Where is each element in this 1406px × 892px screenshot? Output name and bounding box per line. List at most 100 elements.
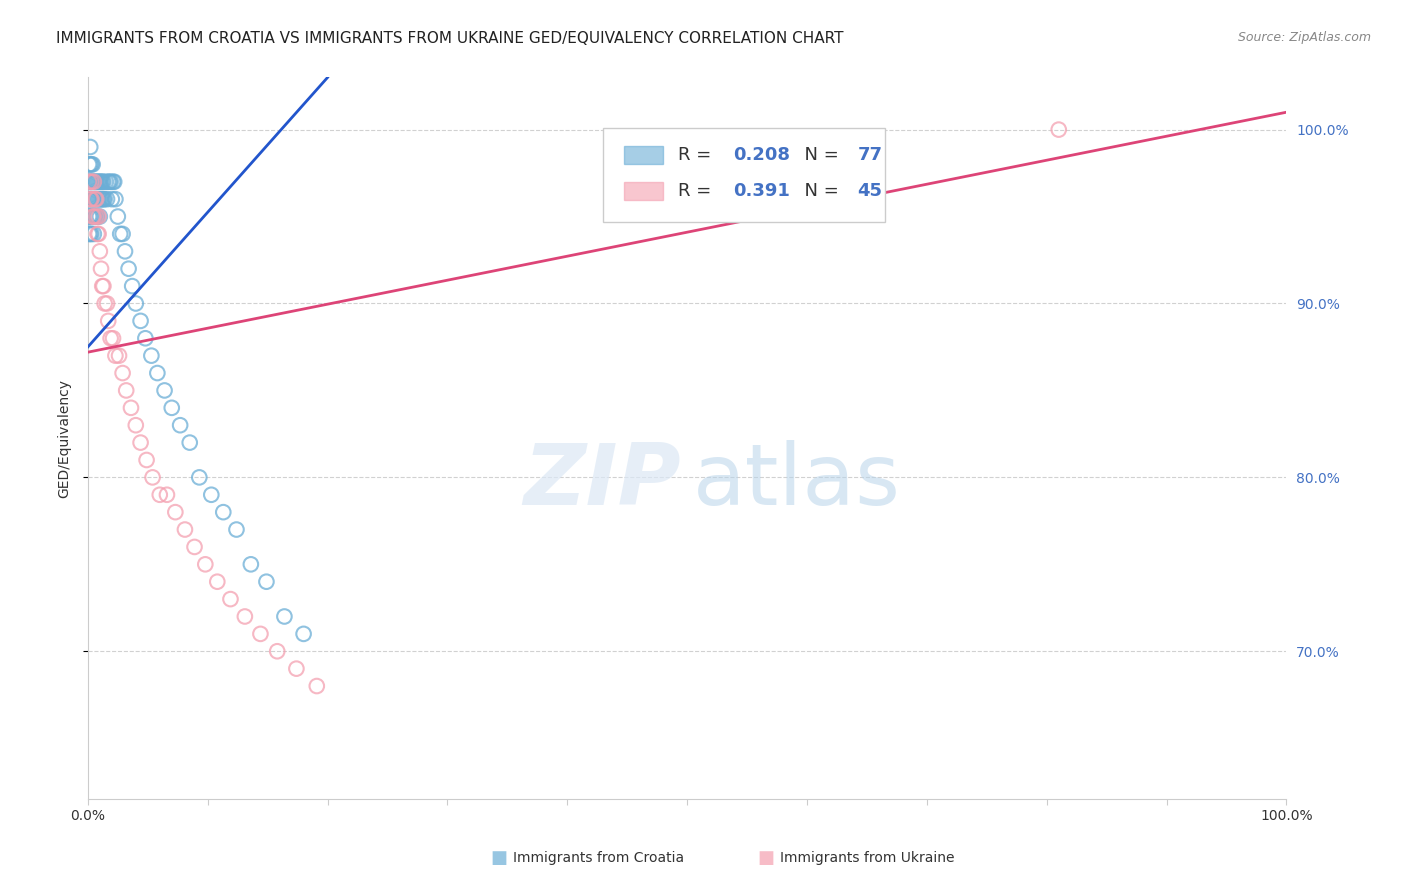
Text: Source: ZipAtlas.com: Source: ZipAtlas.com bbox=[1237, 31, 1371, 45]
Text: N =: N = bbox=[793, 146, 844, 164]
Text: 77: 77 bbox=[858, 146, 883, 164]
Point bbox=[93, 192, 115, 206]
Point bbox=[77, 192, 100, 206]
Point bbox=[165, 505, 187, 519]
Text: 0.391: 0.391 bbox=[733, 182, 790, 200]
Point bbox=[94, 175, 117, 189]
Point bbox=[149, 488, 172, 502]
Y-axis label: GED/Equivalency: GED/Equivalency bbox=[58, 379, 72, 498]
Point bbox=[91, 192, 114, 206]
Point bbox=[84, 210, 107, 224]
Point bbox=[79, 192, 101, 206]
Point bbox=[104, 192, 127, 206]
Point bbox=[188, 470, 211, 484]
Point bbox=[90, 175, 112, 189]
Point bbox=[79, 210, 101, 224]
Point bbox=[80, 210, 103, 224]
Point bbox=[292, 627, 315, 641]
Point bbox=[79, 175, 101, 189]
Point bbox=[77, 227, 100, 241]
Point bbox=[156, 488, 179, 502]
Point bbox=[82, 192, 104, 206]
Point bbox=[84, 192, 107, 206]
Point bbox=[82, 210, 104, 224]
Point bbox=[83, 175, 105, 189]
Point bbox=[84, 192, 107, 206]
Point bbox=[200, 488, 222, 502]
Point bbox=[87, 192, 110, 206]
Point bbox=[87, 210, 110, 224]
Point bbox=[83, 227, 105, 241]
Point bbox=[98, 175, 121, 189]
Point bbox=[146, 366, 169, 380]
Point bbox=[79, 192, 101, 206]
Point bbox=[80, 157, 103, 171]
Point bbox=[86, 192, 108, 206]
Point bbox=[129, 435, 152, 450]
Point bbox=[84, 210, 107, 224]
Point bbox=[141, 349, 163, 363]
Point bbox=[90, 261, 112, 276]
Point bbox=[84, 192, 107, 206]
Point bbox=[120, 401, 142, 415]
Text: IMMIGRANTS FROM CROATIA VS IMMIGRANTS FROM UKRAINE GED/EQUIVALENCY CORRELATION C: IMMIGRANTS FROM CROATIA VS IMMIGRANTS FR… bbox=[56, 31, 844, 46]
Text: Immigrants from Croatia: Immigrants from Croatia bbox=[513, 851, 685, 865]
Point bbox=[104, 349, 127, 363]
Point bbox=[108, 349, 131, 363]
Point bbox=[117, 261, 139, 276]
FancyBboxPatch shape bbox=[603, 128, 884, 222]
Point bbox=[79, 227, 101, 241]
Point bbox=[273, 609, 295, 624]
Point bbox=[93, 175, 115, 189]
Point bbox=[83, 210, 105, 224]
Point bbox=[100, 175, 122, 189]
Point bbox=[93, 192, 115, 206]
Point bbox=[87, 227, 110, 241]
Text: R =: R = bbox=[678, 182, 723, 200]
Point bbox=[212, 505, 235, 519]
Point bbox=[87, 175, 110, 189]
Point bbox=[266, 644, 288, 658]
Point bbox=[111, 366, 134, 380]
Point bbox=[305, 679, 328, 693]
Point bbox=[239, 558, 262, 572]
Text: ■: ■ bbox=[758, 849, 775, 867]
Point bbox=[79, 140, 101, 154]
Point bbox=[80, 192, 103, 206]
Point bbox=[82, 157, 104, 171]
Point bbox=[84, 210, 107, 224]
Point bbox=[107, 210, 129, 224]
Point bbox=[207, 574, 229, 589]
Point bbox=[83, 192, 105, 206]
Point bbox=[183, 540, 205, 554]
Point bbox=[91, 279, 114, 293]
Point bbox=[80, 175, 103, 189]
Point bbox=[84, 192, 107, 206]
Point bbox=[233, 609, 256, 624]
Point bbox=[134, 331, 156, 345]
Point bbox=[86, 210, 108, 224]
Point bbox=[101, 175, 124, 189]
Point bbox=[101, 331, 124, 345]
Point bbox=[219, 592, 242, 607]
Point bbox=[111, 227, 134, 241]
Text: ZIP: ZIP bbox=[523, 440, 681, 523]
Point bbox=[80, 192, 103, 206]
Text: N =: N = bbox=[793, 182, 844, 200]
Point bbox=[97, 314, 120, 328]
Point bbox=[89, 175, 111, 189]
Text: R =: R = bbox=[678, 146, 717, 164]
Point bbox=[114, 244, 136, 259]
Point bbox=[86, 175, 108, 189]
Point bbox=[153, 384, 176, 398]
Point bbox=[160, 401, 183, 415]
Point bbox=[169, 418, 191, 433]
Point bbox=[93, 296, 115, 310]
Point bbox=[249, 627, 271, 641]
Point bbox=[91, 175, 114, 189]
Point bbox=[79, 157, 101, 171]
Point bbox=[77, 157, 100, 171]
Point bbox=[129, 314, 152, 328]
Point bbox=[115, 384, 138, 398]
Point bbox=[125, 418, 148, 433]
